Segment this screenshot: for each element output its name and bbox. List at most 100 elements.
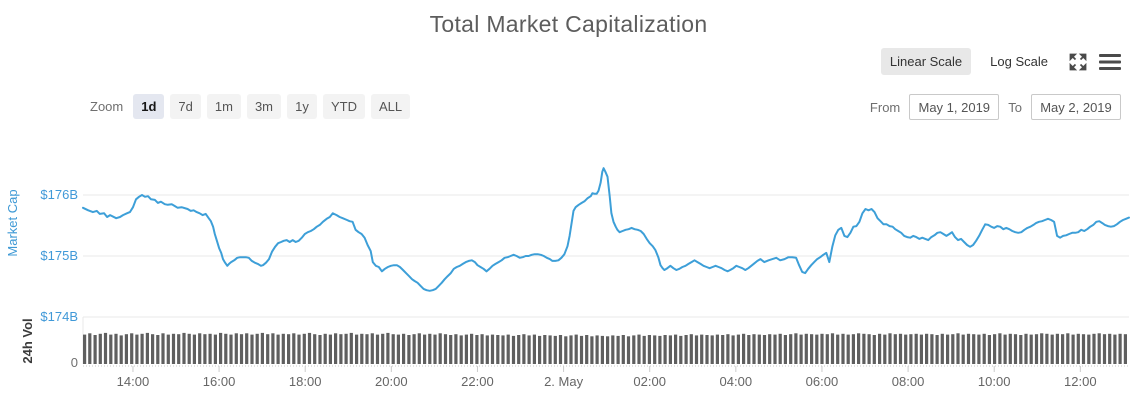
volume-bar (103, 332, 108, 364)
volume-bar (757, 334, 761, 364)
volume-bar (611, 335, 615, 364)
volume-bar (883, 334, 887, 364)
zoom-preset-1y[interactable]: 1y (287, 94, 317, 119)
volume-bar (956, 333, 960, 364)
volume-bar (585, 335, 589, 364)
volume-bar (919, 334, 923, 364)
x-tick-label: 12:00 (1064, 374, 1097, 389)
volume-bar (323, 333, 327, 364)
zoom-preset-1d[interactable]: 1d (133, 94, 165, 119)
volume-bar (511, 335, 516, 364)
zoom-preset-ytd[interactable]: YTD (323, 94, 365, 119)
page-title: Total Market Capitalization (429, 11, 708, 37)
volume-bar (339, 334, 343, 364)
volume-bar (1092, 333, 1096, 364)
volume-bar (778, 333, 782, 364)
volume-bar (773, 334, 777, 364)
volume-bar (653, 335, 657, 364)
volume-bar (386, 332, 390, 364)
y-tick-label: $175B (40, 248, 78, 263)
from-date-input[interactable] (909, 94, 1000, 120)
volume-bar (762, 335, 767, 364)
to-label: To (1008, 99, 1022, 115)
volume-bar (433, 334, 437, 364)
volume-bar (747, 335, 751, 364)
volume-bar (569, 335, 573, 364)
x-tick-label: 04:00 (719, 374, 753, 389)
volume-bar (914, 333, 918, 364)
volume-bar (527, 335, 531, 364)
log-scale-button[interactable]: Log Scale (990, 54, 1048, 69)
volume-bar (88, 333, 92, 364)
volume-bar (381, 333, 385, 364)
volume-bar (360, 333, 364, 364)
volume-bar (375, 334, 380, 364)
volume-bar (182, 332, 186, 364)
volume-bar (909, 334, 913, 364)
volume-bar (480, 334, 484, 364)
to-date-input[interactable] (1031, 94, 1121, 120)
zoom-preset-all[interactable]: ALL (371, 94, 411, 119)
volume-bar (715, 334, 719, 364)
volume-bar (208, 333, 212, 364)
volume-bar (810, 334, 814, 364)
volume-bar (658, 335, 662, 364)
volume-bar (396, 334, 400, 364)
x-tick-label: 18:00 (288, 374, 322, 389)
volume-bar (579, 335, 584, 364)
volume-zero-label: 0 (70, 355, 78, 370)
volume-bar (872, 335, 876, 364)
volume-bar (192, 334, 196, 364)
volume-bar (1029, 334, 1033, 364)
volume-bar (663, 335, 667, 364)
volume-bar (836, 334, 840, 364)
y-tick-label: $176B (40, 187, 78, 202)
date-range-bar: From To (870, 94, 1121, 120)
volume-bar (742, 333, 746, 364)
volume-bar (930, 334, 934, 364)
volume-bar (647, 335, 651, 364)
volume-bar (260, 332, 264, 364)
volume-bar (946, 334, 950, 364)
volume-bar (674, 334, 678, 364)
volume-bar (93, 335, 97, 364)
x-tick-label: 20:00 (375, 374, 408, 389)
volume-bar (119, 335, 123, 364)
volume-bar (987, 335, 991, 364)
volume-axis-title: 24h Vol (20, 318, 35, 364)
volume-bar (234, 333, 238, 364)
volume-bar (140, 333, 144, 364)
volume-bar (454, 334, 458, 364)
volume-bar (109, 334, 113, 364)
volume-bar (721, 335, 725, 364)
volume-bar (694, 335, 699, 364)
zoom-preset-1m[interactable]: 1m (206, 94, 241, 119)
volume-bar (606, 336, 610, 364)
volume-bar (830, 333, 835, 364)
expand-arrows-icon[interactable] (1067, 52, 1089, 72)
volume-bar (689, 334, 693, 364)
volume-bar (1045, 333, 1049, 364)
volume-bar (423, 334, 427, 364)
volume-bar (1071, 334, 1075, 364)
zoom-preset-7d[interactable]: 7d (170, 94, 201, 119)
volume-bar (783, 335, 787, 364)
hamburger-menu-icon[interactable] (1099, 52, 1121, 72)
x-tick-label: 22:00 (461, 374, 494, 389)
zoom-preset-3m[interactable]: 3m (246, 94, 281, 119)
volume-bar (344, 333, 348, 364)
volume-bar (616, 335, 620, 364)
volume-bar (752, 334, 756, 364)
volume-bar (475, 335, 479, 364)
volume-bar (203, 334, 207, 364)
volume-bar (1097, 333, 1101, 364)
volume-bar (1008, 333, 1012, 364)
volume-bar (684, 335, 688, 364)
volume-bar (794, 333, 798, 364)
volume-bar (307, 332, 312, 364)
volume-bar (506, 334, 510, 364)
volume-bar (313, 334, 317, 364)
volume-bar (878, 333, 882, 364)
linear-scale-button[interactable]: Linear Scale (880, 48, 972, 75)
